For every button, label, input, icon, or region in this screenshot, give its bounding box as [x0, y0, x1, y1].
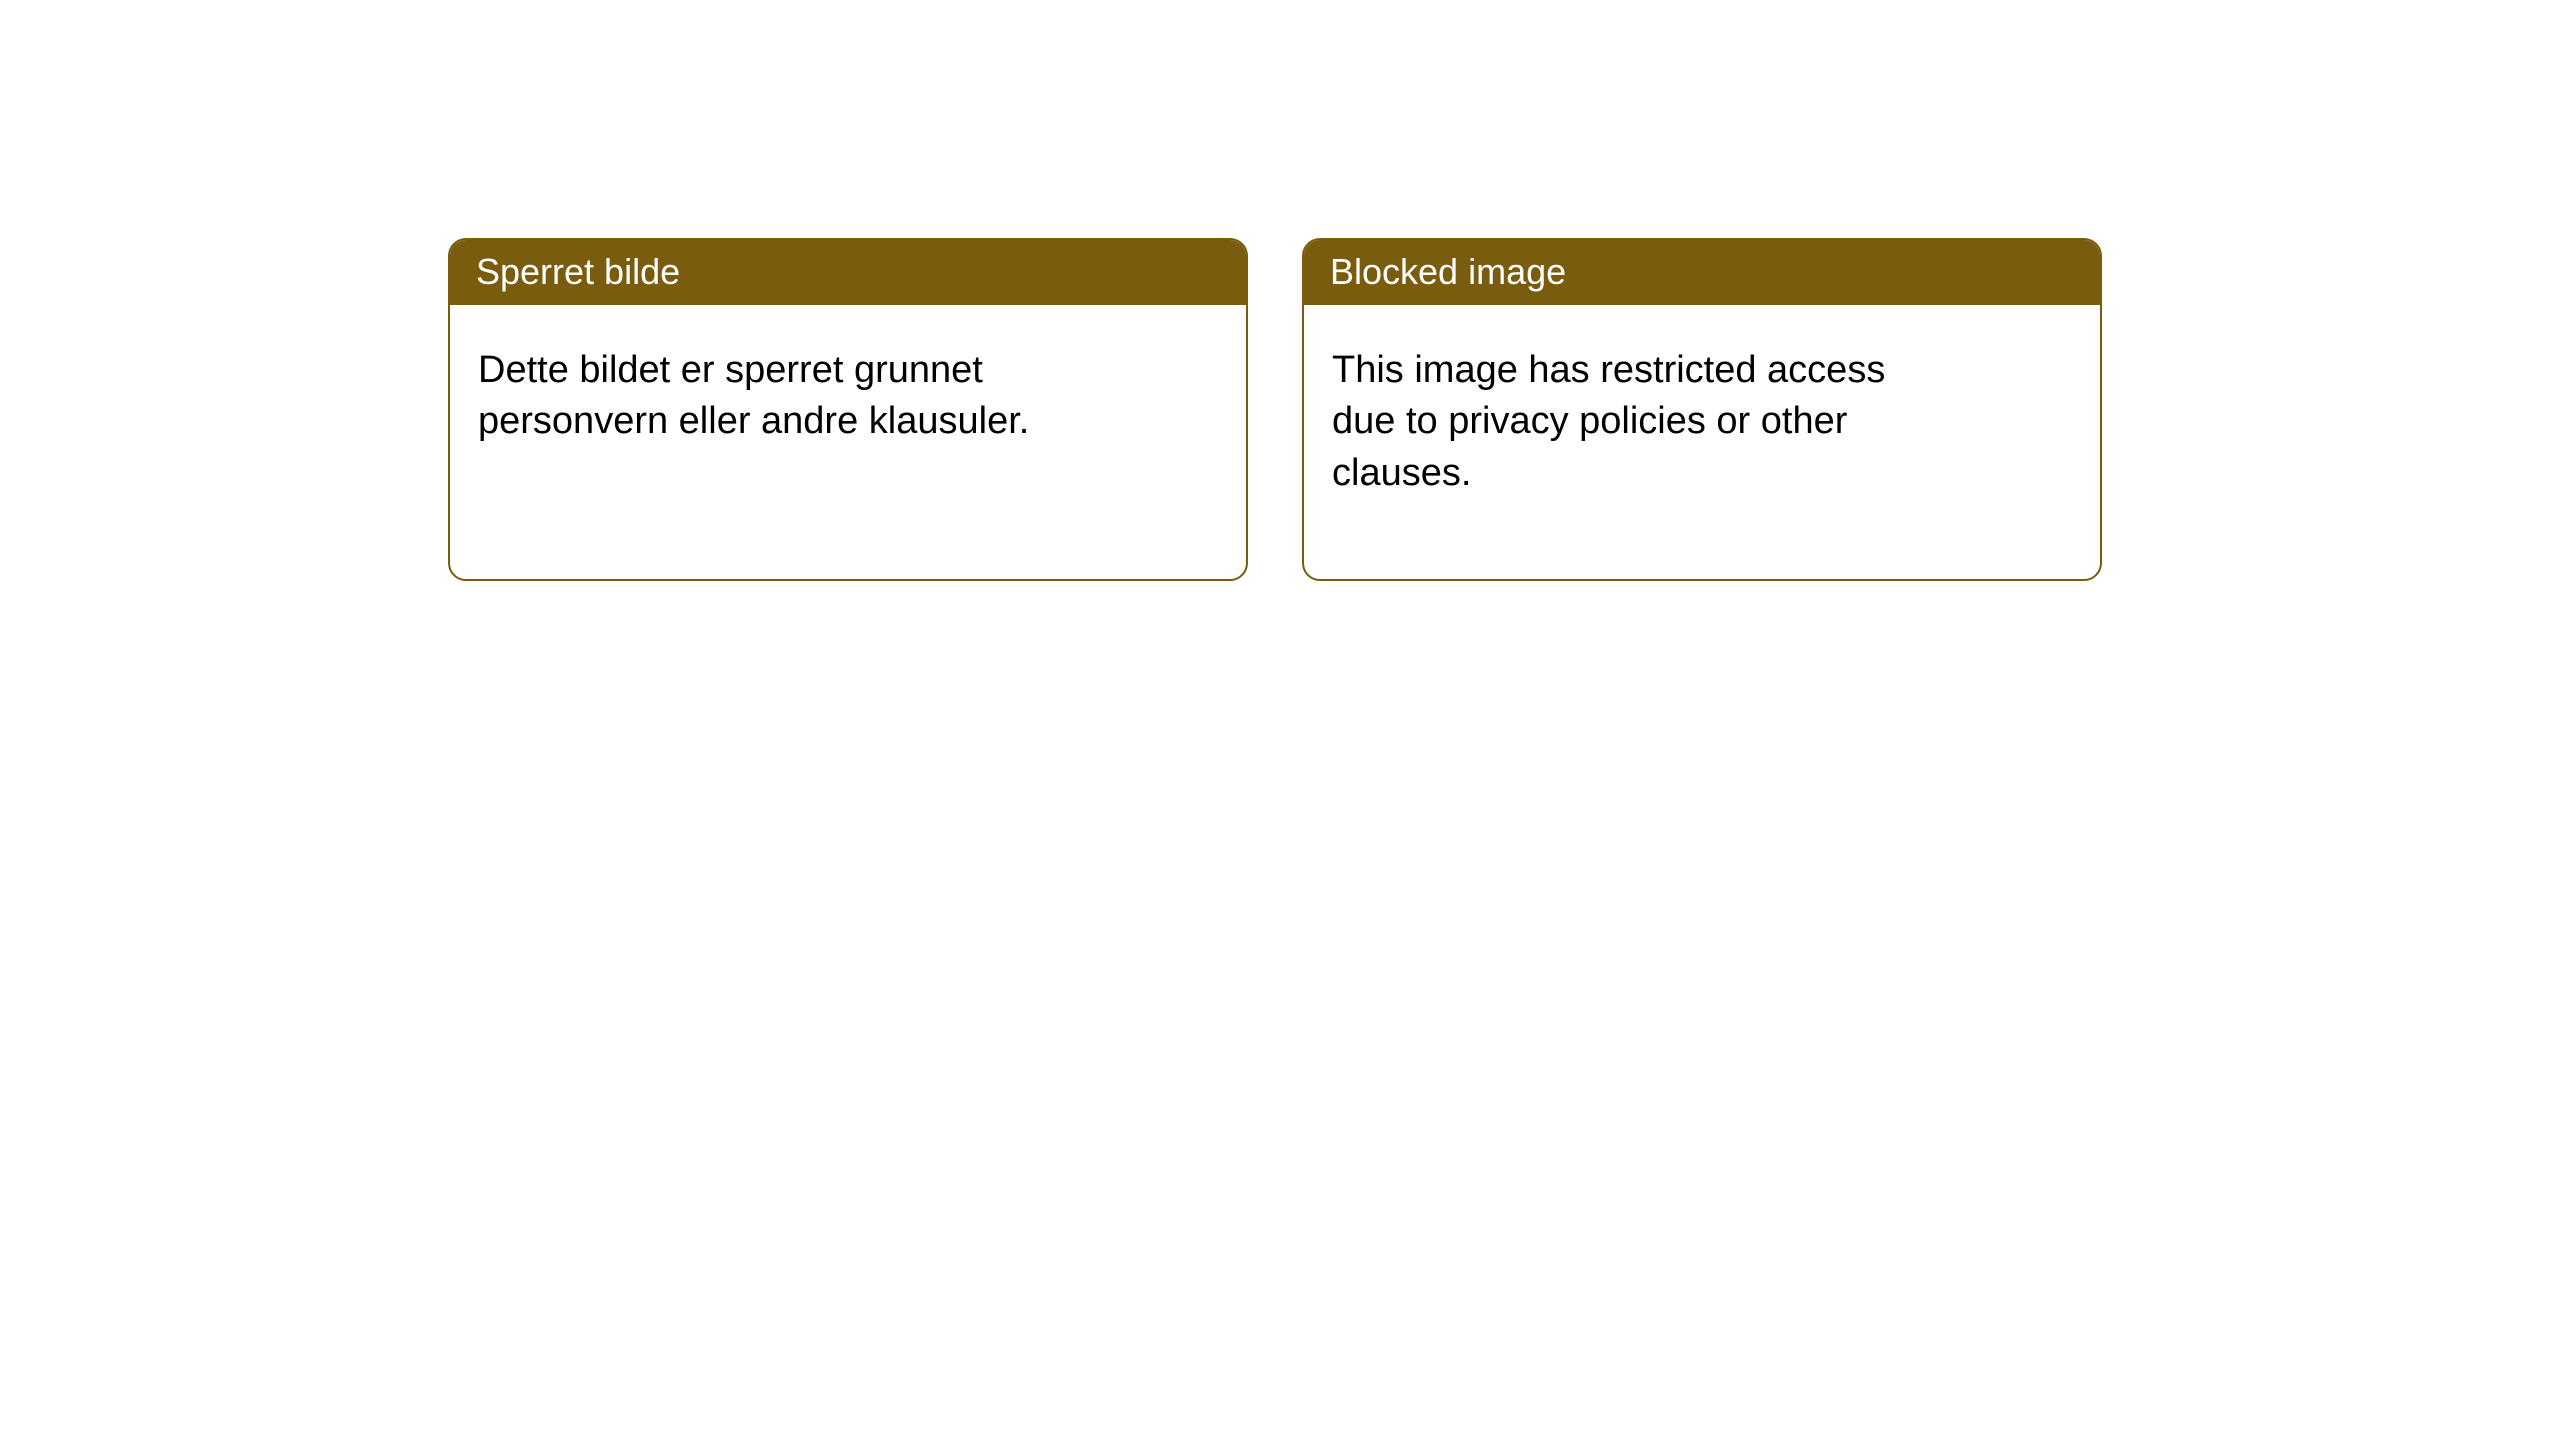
notice-body-norwegian: Dette bildet er sperret grunnet personve… — [450, 305, 1090, 575]
notice-body-english: This image has restricted access due to … — [1304, 305, 1944, 579]
notice-title-english: Blocked image — [1304, 240, 2100, 305]
notice-container: Sperret bilde Dette bildet er sperret gr… — [0, 0, 2560, 581]
notice-title-norwegian: Sperret bilde — [450, 240, 1246, 305]
notice-card-english: Blocked image This image has restricted … — [1302, 238, 2102, 581]
notice-card-norwegian: Sperret bilde Dette bildet er sperret gr… — [448, 238, 1248, 581]
